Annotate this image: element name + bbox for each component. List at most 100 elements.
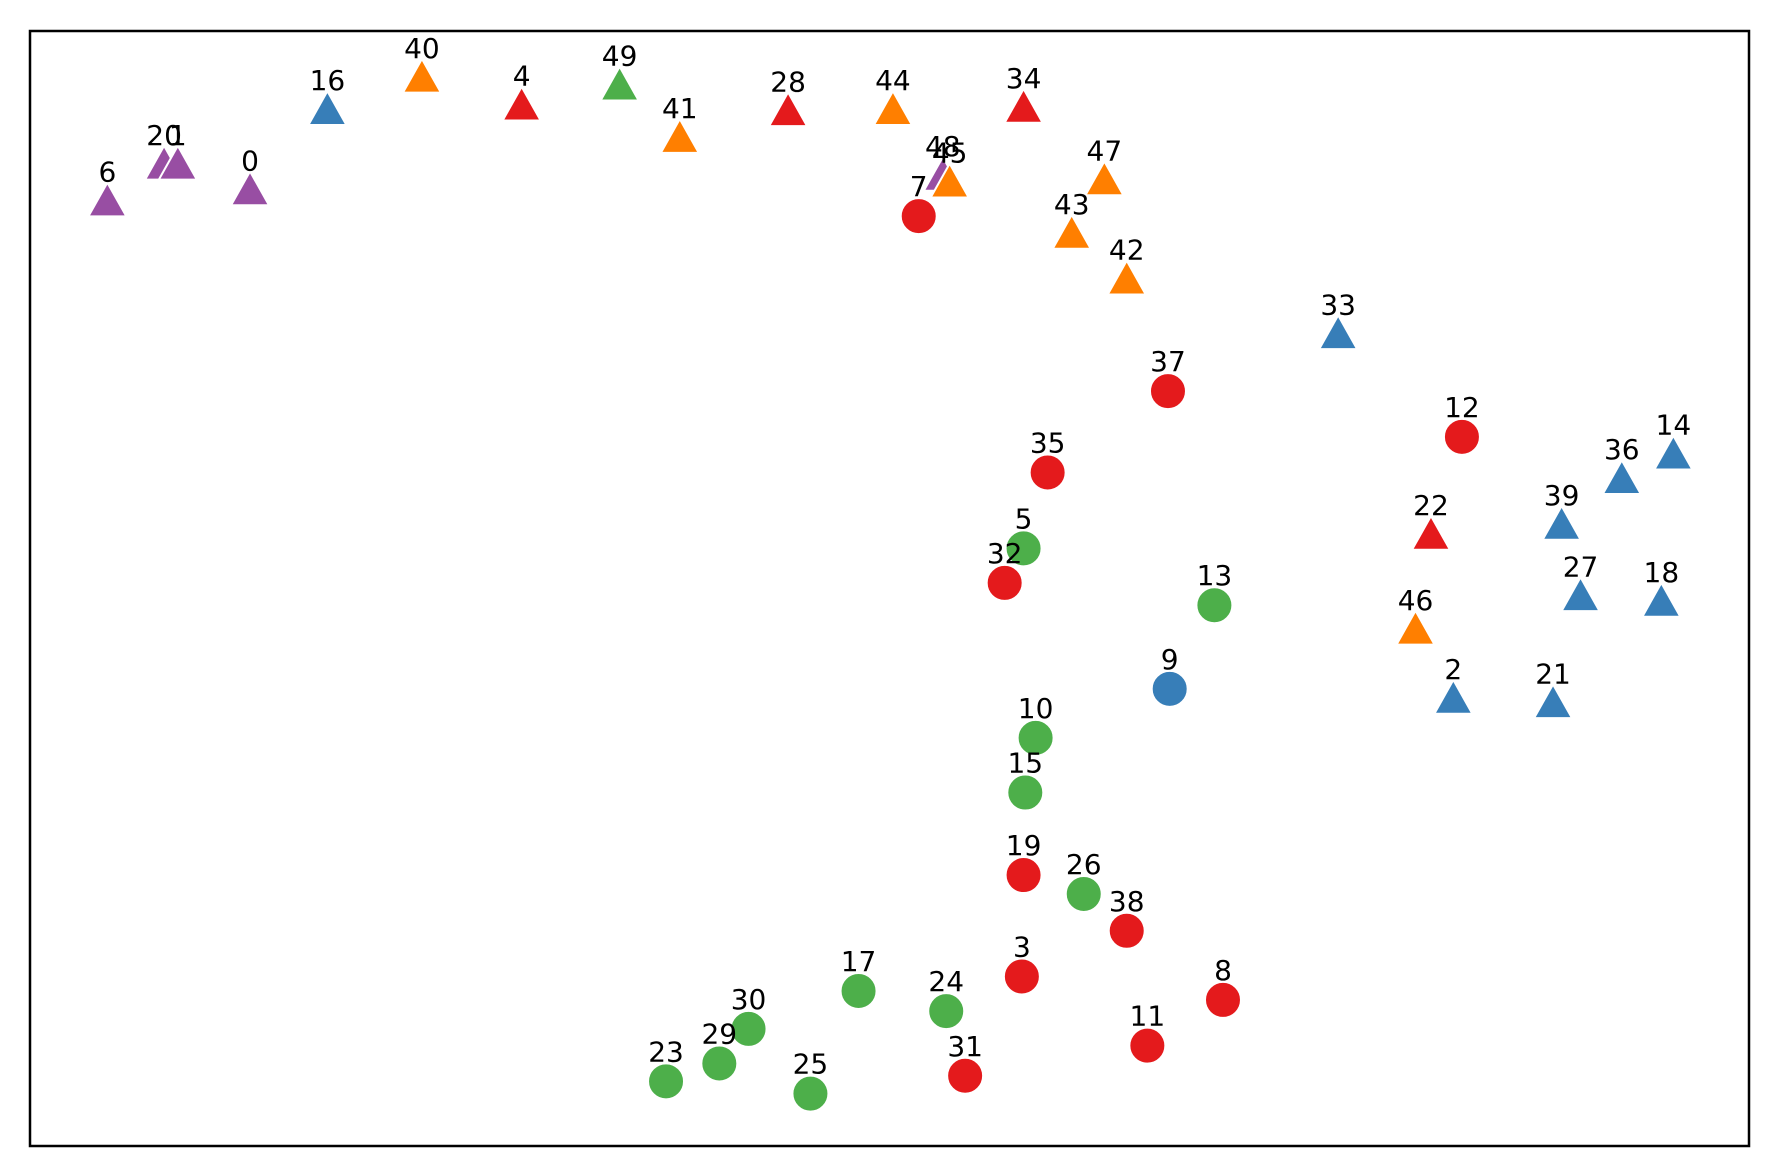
point-label-12: 12 [1444, 391, 1480, 424]
scatter-point-23 [647, 1062, 686, 1101]
point-label-31: 31 [947, 1030, 983, 1063]
point-label-1: 1 [169, 119, 187, 152]
scatter-point-47 [1083, 159, 1126, 197]
scatter-point-4 [500, 84, 543, 122]
scatter-point-24 [927, 992, 966, 1031]
scatter-point-28 [767, 90, 809, 128]
point-label-35: 35 [1030, 427, 1066, 460]
point-label-39: 39 [1544, 479, 1580, 512]
scatter-point-25 [791, 1074, 830, 1113]
scatter-point-11 [1128, 1026, 1167, 1065]
scatter-point-41 [659, 116, 701, 154]
plot-frame [28, 29, 1751, 1148]
scatter-point-13 [1195, 586, 1234, 625]
point-label-14: 14 [1656, 409, 1692, 442]
scatter-point-33 [1317, 313, 1359, 351]
scatter-point-14 [1652, 433, 1695, 471]
scatter-point-6 [86, 180, 129, 218]
point-label-42: 42 [1109, 234, 1145, 267]
point-label-13: 13 [1197, 559, 1233, 592]
point-label-7: 7 [910, 170, 928, 203]
scatter-point-37 [1148, 372, 1187, 411]
scatter-point-1 [157, 143, 199, 181]
point-label-18: 18 [1644, 556, 1680, 589]
point-label-8: 8 [1214, 954, 1232, 987]
scatter-point-40 [401, 56, 443, 94]
points-layer [86, 56, 1695, 1113]
point-label-43: 43 [1054, 188, 1090, 221]
scatter-point-31 [946, 1056, 985, 1095]
point-label-45: 45 [932, 137, 968, 170]
point-label-3: 3 [1013, 931, 1031, 964]
point-label-40: 40 [404, 32, 440, 65]
point-label-27: 27 [1563, 550, 1599, 583]
scatter-point-36 [1601, 458, 1643, 496]
point-label-30: 30 [731, 983, 767, 1016]
point-label-33: 33 [1320, 288, 1356, 321]
scatter-point-17 [839, 972, 878, 1011]
scatter-point-12 [1442, 417, 1481, 456]
point-label-34: 34 [1006, 62, 1042, 95]
scatter-point-0 [229, 169, 271, 207]
point-label-15: 15 [1007, 747, 1043, 780]
point-label-11: 11 [1130, 1000, 1166, 1033]
point-label-38: 38 [1109, 885, 1145, 918]
scatter-point-32 [985, 563, 1024, 602]
point-label-22: 22 [1413, 489, 1449, 522]
point-label-25: 25 [793, 1048, 829, 1081]
scatter-point-27 [1559, 575, 1602, 613]
point-label-37: 37 [1150, 345, 1186, 378]
scatter-point-35 [1028, 453, 1067, 492]
point-label-2: 2 [1444, 653, 1462, 686]
scatter-point-46 [1394, 608, 1437, 646]
scatter-point-9 [1150, 669, 1189, 708]
point-label-17: 17 [841, 945, 877, 978]
scatter-point-7 [899, 197, 938, 236]
scatter-point-19 [1004, 856, 1043, 895]
scatter-point-15 [1006, 773, 1045, 812]
scatter-point-42 [1106, 258, 1148, 296]
scatter-point-30 [729, 1009, 768, 1048]
scatter-point-21 [1532, 682, 1574, 720]
point-label-10: 10 [1018, 692, 1054, 725]
scatter-point-38 [1107, 911, 1146, 950]
point-label-9: 9 [1161, 643, 1179, 676]
scatter-point-18 [1640, 580, 1683, 618]
point-label-36: 36 [1604, 433, 1640, 466]
scatter-point-16 [306, 89, 349, 126]
point-label-49: 49 [602, 40, 638, 73]
point-label-44: 44 [875, 64, 911, 97]
point-label-6: 6 [98, 156, 116, 189]
point-label-24: 24 [928, 965, 964, 998]
point-label-4: 4 [513, 60, 531, 93]
point-label-48: 48 [925, 130, 961, 163]
point-label-26: 26 [1066, 848, 1102, 881]
point-label-46: 46 [1398, 584, 1434, 617]
point-label-28: 28 [770, 65, 806, 98]
scatter-point-5 [1004, 529, 1043, 568]
point-label-19: 19 [1006, 829, 1042, 862]
point-label-16: 16 [310, 64, 346, 97]
scatter-point-22 [1410, 513, 1452, 551]
scatter-point-3 [1002, 957, 1041, 996]
point-label-0: 0 [241, 144, 259, 177]
scatter-point-29 [700, 1044, 739, 1083]
scatter-point-45 [928, 161, 971, 199]
point-label-32: 32 [987, 537, 1023, 570]
scatter-point-49 [598, 64, 641, 102]
point-label-41: 41 [662, 92, 698, 125]
scatter-point-8 [1203, 980, 1242, 1019]
scatter-point-39 [1540, 503, 1583, 541]
point-label-5: 5 [1015, 502, 1033, 535]
scatter-point-2 [1432, 677, 1475, 715]
scatter-point-10 [1016, 718, 1055, 757]
scatter-point-43 [1051, 212, 1093, 250]
point-label-21: 21 [1535, 657, 1571, 690]
point-label-20: 20 [146, 119, 182, 152]
scatter-point-44 [872, 89, 914, 126]
point-label-29: 29 [701, 1017, 737, 1050]
scatter-point-34 [1002, 86, 1045, 124]
